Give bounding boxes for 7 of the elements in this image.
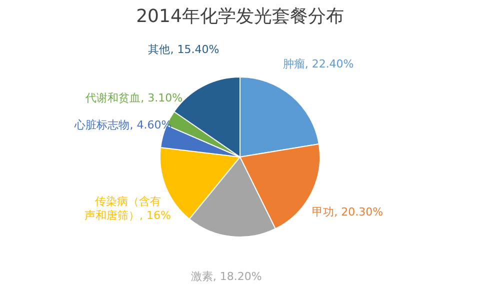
slice-label: 甲功, 20.30% xyxy=(312,205,384,218)
slice-label: 激素, 18.20% xyxy=(190,270,262,284)
slice-label: 传染病（含有声和唐筛）, 16% xyxy=(84,195,172,222)
slice-label: 代谢和贫血, 3.10% xyxy=(84,91,183,104)
slice-label: 其他, 15.40% xyxy=(148,42,220,56)
chart-title: 2014年化学发光套餐分布 xyxy=(136,6,344,27)
slice-label: 肿瘤, 22.40% xyxy=(282,58,354,71)
